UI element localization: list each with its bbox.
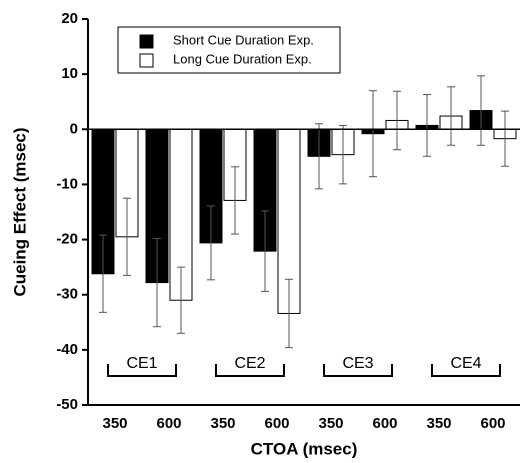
group-bracket bbox=[107, 364, 177, 377]
x-tick-label: 350 bbox=[426, 415, 451, 432]
legend-label: Short Cue Duration Exp. bbox=[173, 32, 314, 47]
x-tick-label: 600 bbox=[372, 415, 397, 432]
y-tick-label: -40 bbox=[56, 341, 78, 358]
y-tick-label: -20 bbox=[56, 231, 78, 248]
x-tick-label: 600 bbox=[156, 415, 181, 432]
group-bracket bbox=[323, 364, 393, 377]
y-tick-label: 10 bbox=[61, 65, 78, 82]
y-tick-label: 0 bbox=[70, 120, 78, 137]
x-tick-label: 350 bbox=[102, 415, 127, 432]
group-label: CE2 bbox=[234, 355, 265, 372]
legend-label: Long Cue Duration Exp. bbox=[173, 51, 312, 66]
y-tick-label: 20 bbox=[61, 10, 78, 27]
legend-swatch bbox=[139, 34, 154, 49]
group-label: CE3 bbox=[342, 355, 373, 372]
x-tick-label: 600 bbox=[480, 415, 505, 432]
y-axis-label: Cueing Effect (msec) bbox=[10, 127, 29, 296]
y-tick-label: -10 bbox=[56, 175, 78, 192]
group-bracket bbox=[215, 364, 285, 377]
x-tick-label: 350 bbox=[318, 415, 343, 432]
x-tick-label: 600 bbox=[264, 415, 289, 432]
group-label: CE4 bbox=[450, 355, 481, 372]
x-tick-label: 350 bbox=[210, 415, 235, 432]
group-label: CE1 bbox=[126, 355, 157, 372]
group-bracket bbox=[431, 364, 501, 377]
y-tick-label: -50 bbox=[56, 396, 78, 413]
x-axis-label: CTOA (msec) bbox=[251, 439, 358, 458]
legend-box bbox=[117, 26, 341, 74]
y-tick-label: -30 bbox=[56, 286, 78, 303]
legend-swatch bbox=[139, 53, 154, 68]
